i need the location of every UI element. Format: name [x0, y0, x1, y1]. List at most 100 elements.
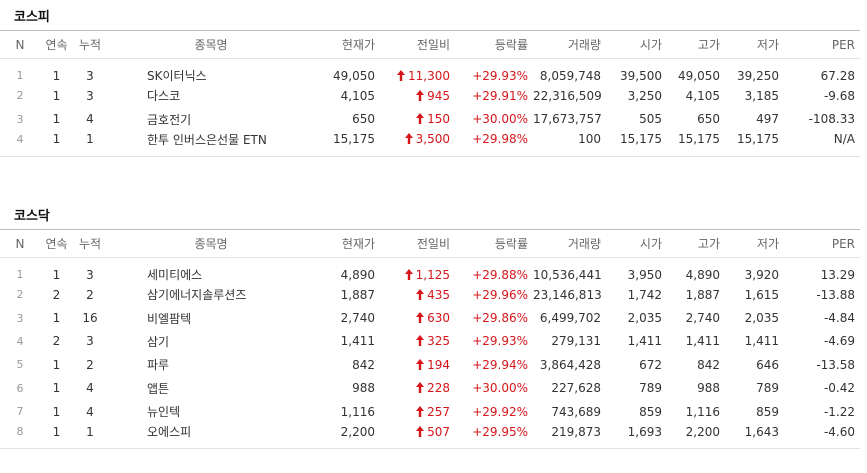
cell: 3,920	[744, 267, 779, 282]
cell: 뉴인텍	[147, 405, 181, 420]
cell: 3	[86, 68, 94, 83]
cell: 67.28	[820, 68, 855, 83]
table-head: N 연속 누적 종목명 현재가 전일비 등락률 거래량 시가 고가 저가 PER	[0, 229, 860, 258]
cell: 2,200	[685, 424, 720, 439]
column-header: 등락률	[494, 237, 528, 251]
cell: 17,673,757	[533, 112, 602, 127]
cell: 842	[352, 357, 375, 372]
column-header: 저가	[756, 237, 779, 251]
cell: 15,175	[737, 132, 779, 147]
cell: +29.93%	[472, 334, 528, 349]
cell: 1,693	[627, 424, 662, 439]
up-arrow	[416, 358, 425, 370]
cell: 650	[352, 112, 375, 127]
cell: 988	[697, 381, 720, 396]
cell: 39,500	[620, 68, 662, 83]
stock-row: 7 1 4 뉴인텍 1,116 257 +29.92% 743,689 859 1,116 859 -…	[0, 400, 860, 423]
cell: 한투 인버스은선물 ETN	[147, 132, 267, 147]
cell: -4.84	[823, 311, 855, 326]
cell: +29.86%	[472, 311, 528, 326]
cell: 1,411	[627, 334, 662, 349]
cell: 2	[16, 288, 24, 302]
cell: N/A	[833, 132, 855, 147]
cell: 1,411	[685, 334, 720, 349]
column-header: 시가	[639, 38, 662, 52]
cell: 4	[16, 334, 24, 348]
column-header: 현재가	[341, 237, 375, 251]
cell: 507	[380, 423, 455, 449]
up-arrow	[416, 312, 425, 324]
stock-table: N 연속 누적 종목명 현재가 전일비 등락률 거래량 시가 고가 저가 PER 1 1 3 SK이터닉스 49…	[0, 30, 860, 157]
cell: 2	[52, 287, 61, 302]
change-value: 257	[427, 404, 450, 419]
column-header: 고가	[697, 38, 720, 52]
header-row: N 연속 누적 종목명 현재가 전일비 등락률 거래량 시가 고가 저가 PER	[0, 30, 860, 59]
cell: 3,950	[627, 267, 662, 282]
cell: 15,175	[333, 132, 375, 147]
stock-row: 5 1 2 파루 842 194 +29.94% 3,864,428 672 842 646 -13.…	[0, 353, 860, 376]
cell: 파루	[147, 358, 170, 373]
up-arrow	[416, 425, 425, 437]
cell: 1,615	[744, 287, 779, 302]
cell: 2,035	[744, 311, 779, 326]
column-header: 누적	[78, 38, 102, 52]
cell: -13.58	[816, 357, 855, 372]
column-header: N	[15, 236, 25, 251]
cell: 4,890	[685, 267, 720, 282]
cell: 1	[52, 132, 61, 147]
up-arrow	[397, 69, 405, 81]
cell: 금호전기	[147, 112, 192, 127]
cell: 3,185	[744, 88, 779, 103]
cell: 150	[380, 107, 455, 130]
cell: 3	[86, 267, 94, 282]
up-arrow	[416, 382, 425, 394]
cell: 228	[380, 377, 455, 400]
cell: 227,628	[551, 381, 601, 396]
cell: 2	[86, 357, 94, 372]
cell: 비엘팜텍	[147, 311, 192, 326]
cell: 1	[86, 132, 94, 147]
stock-row: 2 2 2 삼기에너지솔루션즈 1,887 435 +29.96% 23,146,813 1,7…	[0, 283, 860, 306]
up-arrow	[404, 133, 413, 145]
cell: 743,689	[551, 404, 601, 419]
change-value: 507	[427, 424, 450, 439]
column-header: PER	[831, 236, 855, 251]
stock-row: 3 1 16 비엘팜텍 2,740 630 +29.86% 6,499,702 2,035 2,7…	[0, 306, 860, 329]
section-title: 코스닥	[14, 209, 50, 224]
column-header: 전일비	[416, 38, 450, 52]
column-header: 거래량	[567, 237, 601, 251]
cell: 1	[52, 267, 61, 282]
cell: 100	[578, 132, 601, 147]
cell: -4.60	[823, 424, 855, 439]
table-body: 1 1 3 세미티에스 4,890 1,125 +29.88% 10,536,441 3,950…	[0, 258, 860, 449]
cell: 2,740	[340, 311, 375, 326]
cell: 5	[16, 358, 24, 372]
cell: 3,250	[627, 88, 662, 103]
cell: 2,035	[627, 311, 662, 326]
cell: -9.68	[823, 88, 855, 103]
column-header: 전일비	[416, 237, 450, 251]
cell: 842	[697, 357, 720, 372]
cell: 1,887	[340, 287, 375, 302]
column-header: N	[15, 37, 25, 52]
cell: 다스코	[147, 89, 181, 104]
change-value: 1,125	[415, 267, 450, 282]
column-header: 시가	[639, 237, 662, 251]
cell: 3	[16, 112, 24, 126]
cell: +30.00%	[472, 112, 528, 127]
stock-row: 4 2 3 삼기 1,411 325 +29.93% 279,131 1,411 1,411 1,4…	[0, 330, 860, 353]
cell: 1,742	[627, 287, 662, 302]
cell: 1	[52, 68, 61, 83]
change-value: 228	[427, 381, 450, 396]
cell: 3	[16, 311, 24, 325]
cell: 8,059,748	[539, 68, 601, 83]
cell: 49,050	[678, 68, 720, 83]
cell: -0.42	[823, 381, 855, 396]
cell: 15,175	[620, 132, 662, 147]
stock-row: 6 1 4 앱튼 988 228 +30.00% 227,628 789 988 789 -0.42	[0, 377, 860, 400]
up-arrow	[416, 335, 425, 347]
cell: 4,105	[340, 88, 375, 103]
cell: 672	[639, 357, 662, 372]
header-row: N 연속 누적 종목명 현재가 전일비 등락률 거래량 시가 고가 저가 PER	[0, 229, 860, 258]
cell: +29.88%	[472, 267, 528, 282]
